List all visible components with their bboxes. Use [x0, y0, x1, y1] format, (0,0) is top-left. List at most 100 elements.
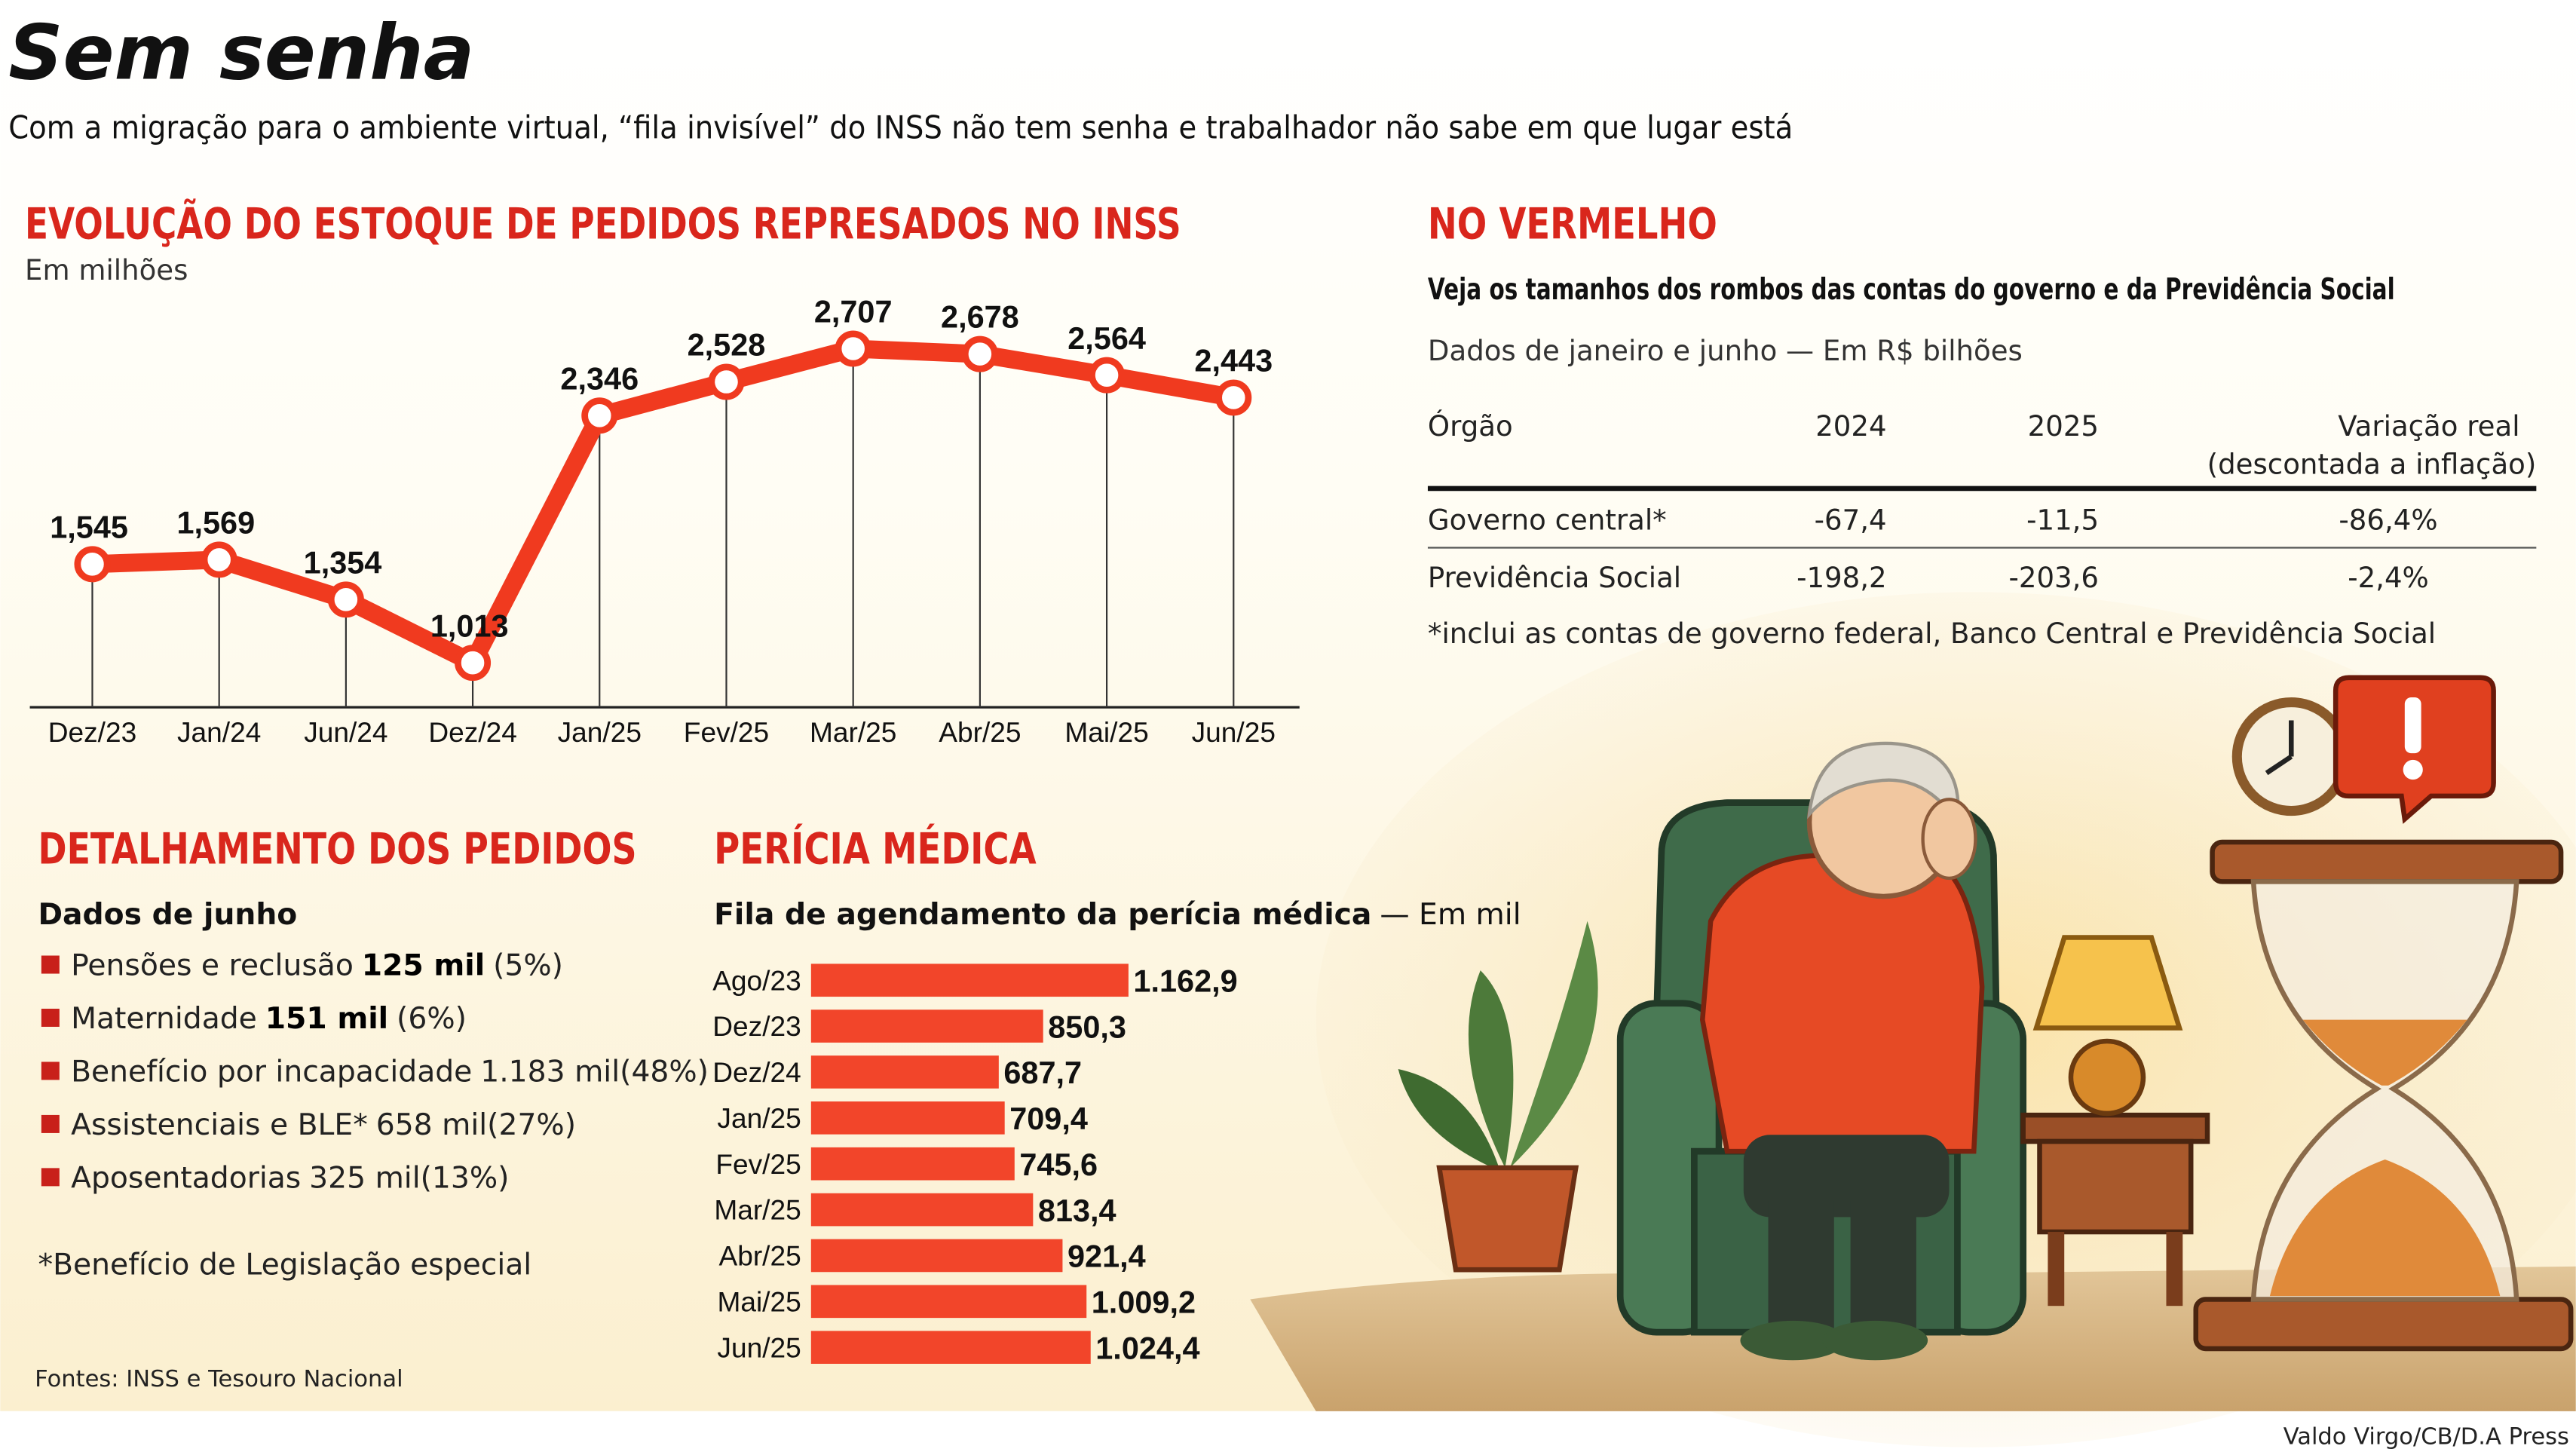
data-label: 1.024,4	[1095, 1330, 1199, 1365]
detail-item: Aposentadorias 325 mil(13%)	[71, 1162, 509, 1196]
table-top	[2020, 1112, 2210, 1144]
hourglass-sand	[2302, 1019, 2467, 1086]
detail-item: Maternidade 151 mil (6%)	[71, 1002, 467, 1036]
bar	[810, 1193, 1034, 1227]
leaf	[1398, 1069, 1500, 1172]
data-label: 709,4	[1009, 1101, 1088, 1136]
data-label: 2,346	[560, 360, 639, 396]
bar	[810, 1147, 1015, 1181]
details: DETALHAMENTO DOS PEDIDOS Dados de junho …	[35, 824, 709, 1392]
table-leg	[2166, 1232, 2183, 1307]
section-title: NO VERMELHO	[1428, 199, 1717, 249]
section-title: DETALHAMENTO DOS PEDIDOS	[38, 824, 636, 874]
x-tick-label: Jun/24	[304, 716, 387, 748]
data-label: 2,707	[814, 294, 893, 329]
bar	[810, 1055, 999, 1089]
y-tick-label: Jun/25	[717, 1331, 801, 1363]
data-label: 850,3	[1048, 1009, 1126, 1044]
y-tick-label: Ago/23	[712, 964, 801, 996]
point	[1215, 379, 1252, 416]
x-tick-label: Mar/25	[810, 716, 896, 748]
detail-item: Assistenciais e BLE* 658 mil(27%)	[71, 1108, 576, 1142]
hourglass-base	[2193, 1297, 2574, 1352]
alert-dot	[2403, 759, 2423, 780]
data-label: 2,564	[1067, 320, 1146, 356]
bullet	[41, 1008, 60, 1027]
bar	[810, 963, 1129, 997]
x-tick-label: Jun/25	[1192, 716, 1276, 748]
y-tick-label: Abr/25	[718, 1240, 801, 1272]
y-tick-label: Fev/25	[715, 1148, 801, 1180]
table-header: 2024	[1815, 410, 1886, 443]
y-tick-label: Jan/25	[717, 1102, 801, 1134]
table-cell: -11,5	[2026, 504, 2099, 536]
y-tick-label: Dez/23	[712, 1010, 801, 1042]
table-cell: Governo central*	[1428, 504, 1667, 536]
line-chart: EVOLUÇÃO DO ESTOQUE DE PEDIDOS REPRESADO…	[25, 198, 1300, 748]
data-label: 1,569	[176, 505, 255, 541]
detail-amount: 325 mil	[309, 1162, 420, 1196]
illustration	[1250, 592, 2576, 1447]
bullet	[41, 1168, 60, 1187]
source: Fontes: INSS e Tesouro Nacional	[35, 1366, 403, 1392]
x-tick-label: Dez/23	[48, 716, 136, 748]
table-header: 2025	[2028, 410, 2099, 443]
section-subtitle: Veja os tamanhos dos rombos das contas d…	[1428, 273, 2395, 307]
leaf	[1510, 921, 1598, 1168]
bullet	[41, 1061, 60, 1080]
lamp-base	[2068, 1038, 2146, 1117]
x-tick-label: Fev/25	[684, 716, 769, 748]
table-cell: Previdência Social	[1428, 562, 1681, 594]
table-cell: -198,2	[1796, 562, 1887, 594]
bar	[810, 1101, 1005, 1135]
person-legs	[1743, 1135, 1950, 1218]
chart-subtitle: Fila de agendamento da perícia médica — E…	[714, 898, 1521, 932]
bullet	[41, 955, 60, 974]
detail-amount: 151 mil	[265, 1002, 388, 1036]
x-tick-label: Jan/25	[558, 716, 642, 748]
chart-unit: — Em mil	[1380, 898, 1521, 932]
data-label: 2,678	[941, 299, 1019, 335]
table-cell: -67,4	[1815, 504, 1887, 536]
person-shoe	[1740, 1320, 1846, 1361]
x-tick-label: Jan/24	[177, 716, 261, 748]
data-label: 813,4	[1038, 1193, 1116, 1228]
page-subtitle: Com a migração para o ambiente virtual, …	[8, 109, 1793, 146]
data-label: 1.162,9	[1133, 963, 1237, 999]
data-label: 2,528	[688, 327, 766, 363]
detail-share: (5%)	[493, 949, 563, 983]
table: NO VERMELHO Veja os tamanhos dos rombos …	[1427, 199, 2536, 650]
lamp-shade	[2032, 935, 2183, 1031]
detail-share: (6%)	[397, 1002, 467, 1036]
table-drawer	[2037, 1138, 2194, 1235]
chart-subtitle-text: Fila de agendamento da perícia médica	[714, 898, 1371, 932]
x-tick-label: Mai/25	[1064, 716, 1148, 748]
detail-share: (48%)	[620, 1055, 709, 1089]
table-leg	[2048, 1232, 2065, 1307]
clock-hand	[2265, 754, 2293, 776]
plant-pot	[1436, 1165, 1579, 1273]
point	[581, 397, 618, 434]
detail-item: Pensões e reclusão 125 mil (5%)	[71, 949, 563, 983]
hourglass-sand	[2269, 1160, 2501, 1297]
bar	[810, 1239, 1063, 1273]
detail-item: Benefício por incapacidade 1.183 mil(48%)	[71, 1055, 709, 1089]
point	[1089, 357, 1126, 394]
y-tick-label: Mar/25	[714, 1194, 801, 1226]
table-header: Órgão	[1428, 409, 1513, 443]
point	[835, 330, 871, 367]
bar-chart: PERÍCIA MÉDICA Fila de agendamento da pe…	[712, 823, 1521, 1365]
person-sweater	[1699, 853, 1985, 1154]
detail-label: Benefício por incapacidade	[71, 1055, 472, 1089]
bar	[810, 1009, 1043, 1043]
table-cell: -203,6	[2009, 562, 2100, 594]
line-series	[92, 339, 1236, 672]
chart-title: EVOLUÇÃO DO ESTOQUE DE PEDIDOS REPRESADO…	[25, 198, 1181, 249]
x-tick-label: Abr/25	[939, 716, 1021, 748]
chart-title: PERÍCIA MÉDICA	[714, 823, 1037, 874]
x-tick-label: Dez/24	[428, 716, 516, 748]
leaf	[1468, 970, 1514, 1168]
person-shoe	[1822, 1320, 1928, 1361]
table-cell: -2,4%	[2348, 562, 2429, 594]
